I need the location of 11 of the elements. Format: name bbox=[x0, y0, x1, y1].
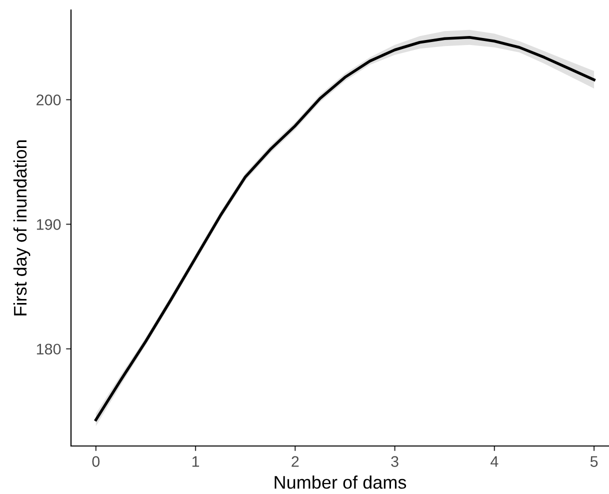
y-tick-label: 190 bbox=[36, 219, 61, 230]
x-axis-title: Number of dams bbox=[274, 476, 406, 489]
y-axis-title: First day of inundation bbox=[13, 140, 30, 316]
y-tick-label: 200 bbox=[36, 94, 61, 106]
x-tick-label: 4 bbox=[490, 456, 498, 467]
x-tick-label: 5 bbox=[590, 456, 598, 467]
x-tick-label: 2 bbox=[292, 456, 299, 467]
y-tick-label: 180 bbox=[36, 344, 61, 355]
x-tick-label: 3 bbox=[391, 456, 398, 467]
x-tick-label: 0 bbox=[92, 456, 100, 467]
x-tick-label: 1 bbox=[192, 456, 200, 467]
